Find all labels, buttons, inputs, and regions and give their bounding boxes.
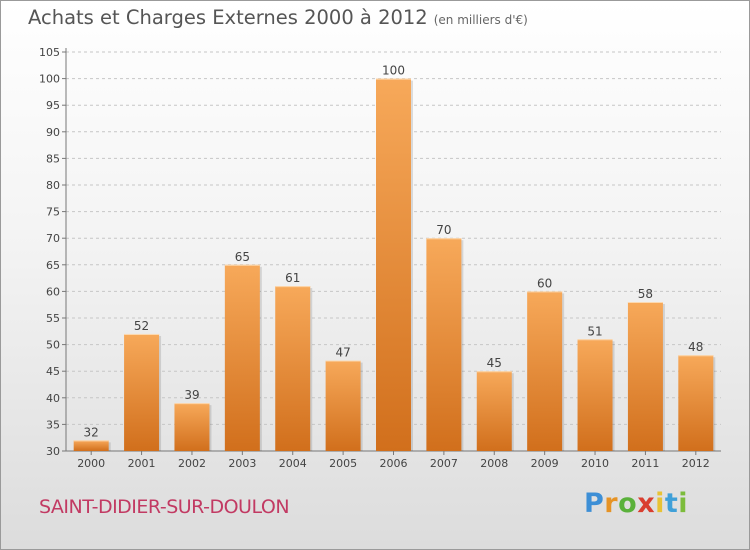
data-label: 70 bbox=[436, 223, 451, 237]
bar bbox=[678, 355, 714, 451]
x-tick-label: 2010 bbox=[581, 457, 609, 470]
bar bbox=[426, 238, 462, 451]
y-tick-label: 55 bbox=[46, 312, 60, 325]
bar bbox=[376, 78, 411, 451]
data-label: 45 bbox=[487, 356, 502, 370]
x-tick-label: 2011 bbox=[631, 457, 659, 470]
y-tick-label: 105 bbox=[39, 46, 60, 59]
chart-subtitle: (en milliers d'€) bbox=[433, 13, 528, 27]
x-tick-label: 2002 bbox=[178, 457, 206, 470]
data-label: 61 bbox=[285, 271, 300, 285]
commune-name: SAINT-DIDIER-SUR-DOULON bbox=[39, 496, 290, 518]
data-label: 58 bbox=[638, 287, 653, 301]
x-tick-label: 2008 bbox=[480, 457, 508, 470]
y-tick-label: 30 bbox=[46, 445, 60, 458]
y-tick-label: 85 bbox=[46, 152, 60, 165]
x-tick-label: 2009 bbox=[531, 457, 559, 470]
data-label: 100 bbox=[382, 64, 405, 78]
x-tick-label: 2005 bbox=[329, 457, 357, 470]
bar bbox=[325, 360, 361, 451]
data-label: 60 bbox=[537, 276, 552, 290]
data-label: 39 bbox=[184, 388, 199, 402]
data-label: 48 bbox=[688, 340, 703, 354]
data-label: 51 bbox=[587, 324, 602, 338]
x-tick-label: 2012 bbox=[682, 457, 710, 470]
data-label: 65 bbox=[235, 250, 250, 264]
y-tick-label: 45 bbox=[46, 365, 60, 378]
y-tick-label: 60 bbox=[46, 285, 60, 298]
data-label: 32 bbox=[84, 425, 99, 439]
data-label: 52 bbox=[134, 319, 149, 333]
x-tick-label: 2006 bbox=[380, 457, 408, 470]
data-label: 47 bbox=[335, 346, 350, 360]
y-tick-label: 40 bbox=[46, 392, 60, 405]
x-tick-label: 2000 bbox=[77, 457, 105, 470]
bar bbox=[627, 302, 663, 451]
bar bbox=[174, 403, 210, 451]
bar bbox=[275, 286, 311, 451]
y-tick-label: 70 bbox=[46, 232, 60, 245]
proxiti-logo: Proxiti bbox=[584, 488, 689, 519]
bar bbox=[224, 264, 260, 451]
y-tick-label: 35 bbox=[46, 418, 60, 431]
x-tick-label: 2007 bbox=[430, 457, 458, 470]
y-tick-label: 50 bbox=[46, 339, 60, 352]
bar bbox=[527, 291, 563, 451]
y-tick-label: 80 bbox=[46, 179, 60, 192]
y-tick-label: 90 bbox=[46, 126, 60, 139]
chart-title-text: Achats et Charges Externes 2000 à 2012 bbox=[28, 6, 428, 29]
y-tick-label: 95 bbox=[46, 99, 60, 112]
bar bbox=[124, 333, 160, 451]
x-tick-label: 2004 bbox=[279, 457, 307, 470]
bar bbox=[73, 440, 109, 451]
x-tick-label: 2001 bbox=[128, 457, 156, 470]
chart-title: Achats et Charges Externes 2000 à 2012 (e… bbox=[28, 6, 528, 29]
bar bbox=[476, 371, 512, 451]
bar bbox=[577, 339, 613, 451]
y-tick-label: 65 bbox=[46, 259, 60, 272]
x-tick-label: 2003 bbox=[228, 457, 256, 470]
y-tick-label: 75 bbox=[46, 206, 60, 219]
y-tick-label: 100 bbox=[39, 73, 60, 86]
